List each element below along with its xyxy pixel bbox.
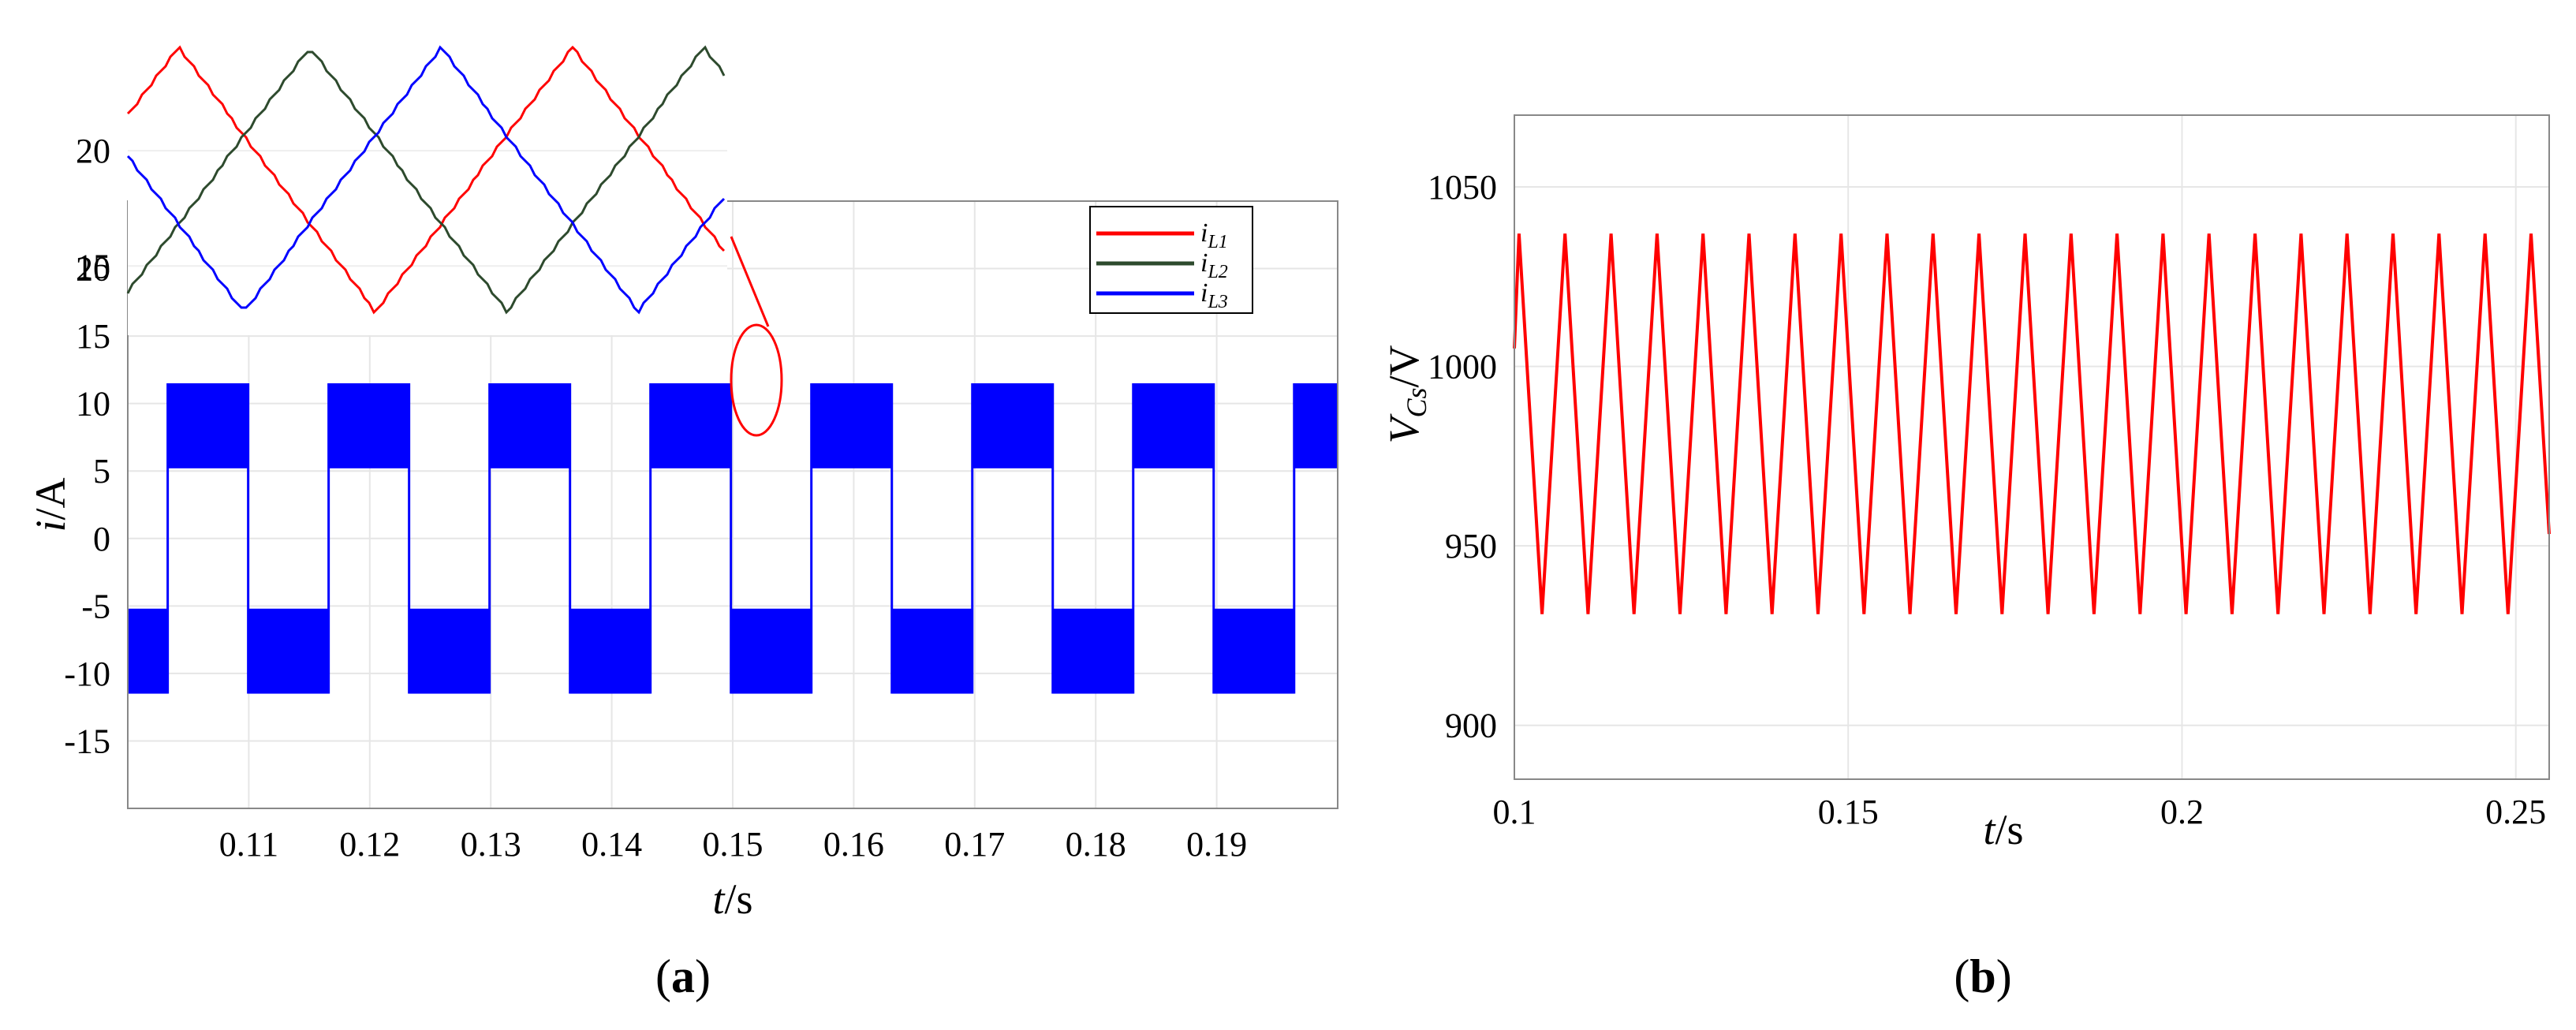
a-inset-line-i-L3 xyxy=(126,45,726,315)
a-x-tick-label: 0.12 xyxy=(339,825,400,864)
a-i-L3-high-band xyxy=(1294,383,1338,468)
a-x-tick-label: 0.15 xyxy=(703,825,763,864)
b-y-tick-label: 900 xyxy=(1445,707,1497,745)
a-i-L3-high-band xyxy=(972,383,1053,468)
a-i-L3-high-band xyxy=(489,383,570,468)
a-legend-label: iL2 xyxy=(1200,248,1228,282)
a-inset-y-tick-label: 15 xyxy=(76,247,110,285)
a-i-L3-low-band xyxy=(409,608,490,694)
a-y-tick-label: 5 xyxy=(93,452,110,491)
a-inset-bg xyxy=(128,35,727,335)
b-x-tick-label: 0.15 xyxy=(1818,793,1879,831)
a-inset-line-i-L2 xyxy=(126,45,726,315)
b-x-tick-label: 0.1 xyxy=(1493,793,1536,831)
a-x-tick-label: 0.16 xyxy=(823,825,884,864)
a-x-tick-label: 0.18 xyxy=(1066,825,1126,864)
a-x-tick-label: 0.11 xyxy=(219,825,278,864)
b-y-tick-label: 950 xyxy=(1445,527,1497,565)
a-zoom-connector xyxy=(730,236,770,327)
a-i-L3-low-band xyxy=(891,608,973,694)
a-x-tick-label: 0.14 xyxy=(581,825,642,864)
a-ylabel: i/A xyxy=(27,477,74,532)
b-plot-frame xyxy=(1514,114,2550,780)
a-legend-label: iL1 xyxy=(1200,218,1228,252)
a-i-L3-high-band xyxy=(650,383,731,468)
a-y-tick-label: -15 xyxy=(64,722,110,760)
a-i-L3-high-band xyxy=(1133,383,1214,468)
a-y-tick-label: -10 xyxy=(64,655,110,693)
b-line-V-Cs xyxy=(1513,233,2551,614)
a-i-L3-high-band xyxy=(167,383,248,468)
a-inset-line-i-L1 xyxy=(126,45,726,315)
a-y-tick-label: -5 xyxy=(81,587,110,625)
a-legend-box xyxy=(1089,206,1253,314)
a-i-L3-low-band xyxy=(1213,608,1294,694)
b-ylabel: VCs/V xyxy=(1380,345,1432,443)
b-x-tick-label: 0.2 xyxy=(2160,793,2204,831)
a-x-tick-label: 0.13 xyxy=(461,825,521,864)
b-x-ticks: 0.1 0.15 0.2 0.25 xyxy=(1493,793,2547,831)
a-i-L3-low-band xyxy=(248,608,329,694)
a-y-tick-label: 20 xyxy=(76,250,110,289)
a-y-tick-label: 10 xyxy=(76,385,110,424)
a-x-tick-label: 0.19 xyxy=(1186,825,1247,864)
a-inset-y-tick-label: 20 xyxy=(76,132,110,170)
b-y-ticks: 900 950 1000 1050 xyxy=(1428,168,1497,745)
panel-a: 0.11 0.12 0.13 0.14 0.15 0.16 0.17 0.18 0.19 -15… xyxy=(27,35,1338,1002)
a-i-L3-high-band xyxy=(811,383,892,468)
a-y-tick-label: 0 xyxy=(93,520,110,558)
a-x-ticks: 0.11 0.12 0.13 0.14 0.15 0.16 0.17 0.18 0.19 xyxy=(219,825,1247,864)
a-x-tick-label: 0.17 xyxy=(944,825,1005,864)
b-series-V-Cs xyxy=(1513,233,2551,614)
a-y-tick-label: 15 xyxy=(76,317,110,356)
a-zoom-ellipse xyxy=(730,323,783,437)
a-i-L3-low-band xyxy=(730,608,812,694)
a-i-L3-low-band xyxy=(569,608,651,694)
a-panel-label: (a) xyxy=(655,950,711,1002)
b-xlabel: t/s xyxy=(1983,806,2023,853)
b-y-tick-label: 1000 xyxy=(1428,348,1497,386)
a-i-L3-low-band xyxy=(128,608,168,694)
a-xlabel: t/s xyxy=(712,875,752,923)
a-i-L3-high-band xyxy=(328,383,409,468)
a-legend-label: iL3 xyxy=(1200,278,1228,312)
a-plot-frame xyxy=(127,200,1338,809)
b-panel-label: (b) xyxy=(1954,950,2011,1002)
a-i-L3-low-band xyxy=(1052,608,1133,694)
b-y-tick-label: 1050 xyxy=(1428,168,1497,207)
a-series-i-L3 xyxy=(128,383,1338,694)
a-inset-lines xyxy=(126,45,726,315)
b-x-tick-label: 0.25 xyxy=(2485,793,2546,831)
